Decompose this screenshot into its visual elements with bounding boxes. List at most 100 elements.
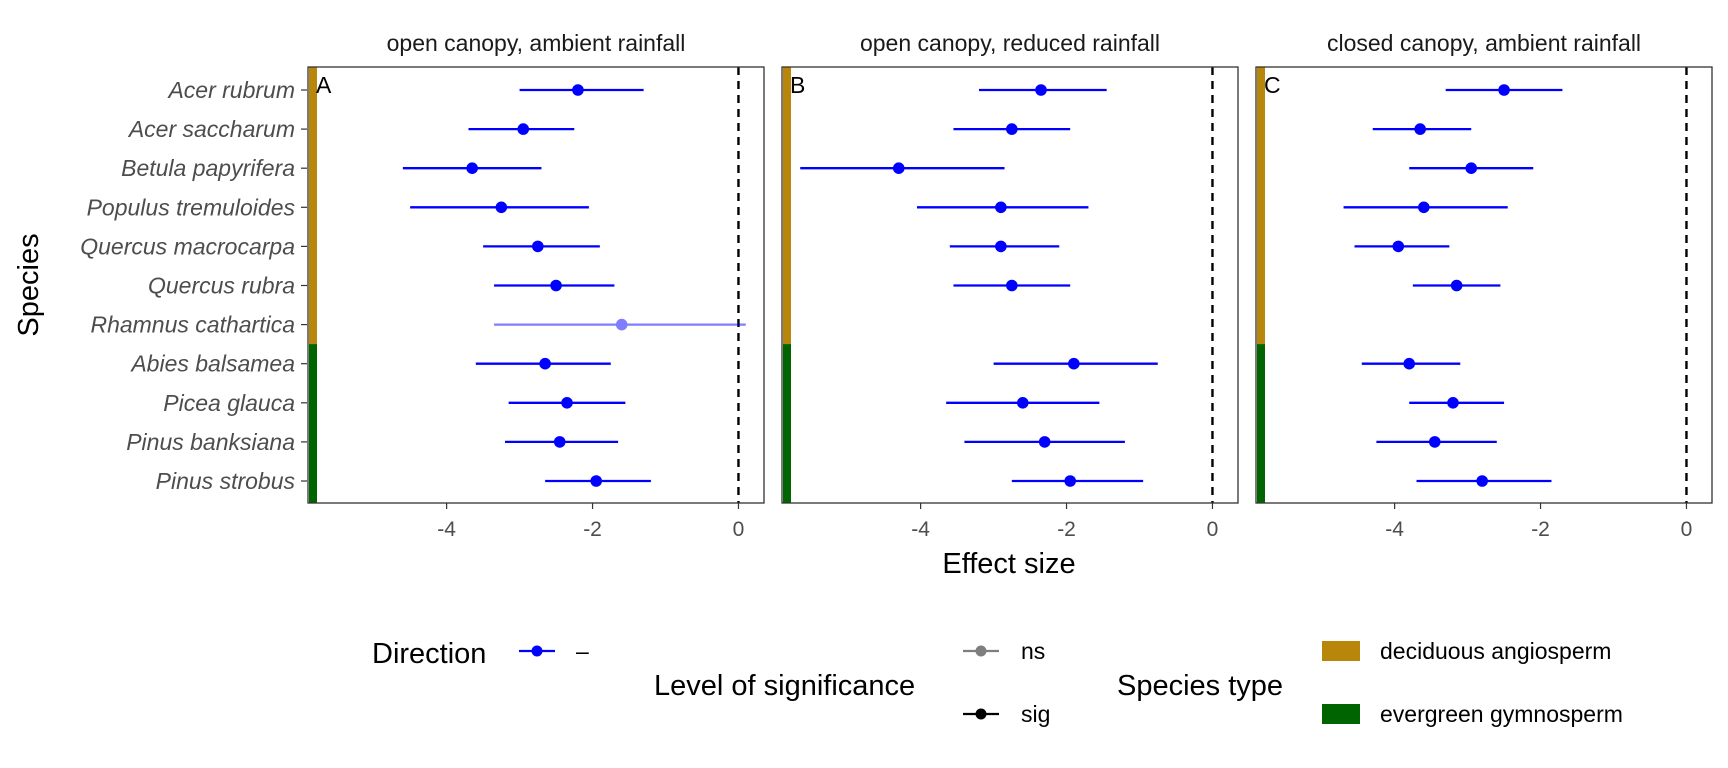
legend-label: sig xyxy=(1021,701,1050,727)
point-range-picea-glauca xyxy=(1409,397,1505,409)
species-type-band xyxy=(783,109,791,150)
species-type-band xyxy=(783,226,791,267)
x-tick-label: -4 xyxy=(437,518,456,541)
legend-key-swatch xyxy=(1322,641,1360,661)
legend-key-sig xyxy=(963,708,999,720)
point-range-acer-saccharum xyxy=(468,123,575,135)
point-estimate xyxy=(1428,436,1441,448)
species-type-band xyxy=(783,344,791,384)
point-estimate xyxy=(1006,123,1018,135)
point-estimate xyxy=(1465,162,1478,174)
species-label: Quercus rubra xyxy=(148,273,295,299)
species-type-band xyxy=(1257,383,1265,423)
panel-title: closed canopy, ambient rainfall xyxy=(1327,30,1641,56)
point-estimate xyxy=(532,240,544,253)
point-estimate xyxy=(561,397,573,409)
point-estimate xyxy=(550,279,562,292)
point-range-populus-tremuloides xyxy=(410,201,589,214)
point-range-abies-balsamea xyxy=(475,357,611,370)
x-tick-label: -2 xyxy=(1531,518,1550,541)
point-range-acer-rubrum xyxy=(1445,84,1563,96)
panel-title: open canopy, ambient rainfall xyxy=(387,30,686,56)
point-range-quercus-rubra xyxy=(1412,279,1501,292)
point-range-pinus-strobus xyxy=(1011,475,1144,487)
species-label: Betula papyrifera xyxy=(121,155,295,181)
species-type-band xyxy=(1257,305,1265,345)
point-estimate xyxy=(1418,201,1430,214)
legend-title: Direction xyxy=(372,638,486,670)
point-estimate xyxy=(495,201,508,214)
x-tick-label: -4 xyxy=(911,518,930,541)
species-type-band xyxy=(783,67,791,111)
x-axis-title: Effect size xyxy=(942,548,1075,580)
species-type-band xyxy=(309,305,317,345)
species-type-band xyxy=(783,422,791,462)
point-range-rhamnus-cathartica xyxy=(494,318,746,331)
species-type-band xyxy=(1257,265,1265,306)
point-estimate xyxy=(1068,357,1080,370)
legend-label: evergreen gymnosperm xyxy=(1380,701,1623,727)
point-estimate xyxy=(1392,240,1405,253)
legend-key-point xyxy=(531,645,543,657)
x-tick-label: 0 xyxy=(733,518,745,541)
point-range-quercus-macrocarpa xyxy=(1354,240,1450,253)
species-label: Acer rubrum xyxy=(166,77,295,103)
point-estimate xyxy=(1035,84,1047,96)
point-estimate xyxy=(1016,397,1029,409)
species-label: Rhamnus cathartica xyxy=(90,312,295,338)
species-type-band xyxy=(783,461,791,504)
point-range-acer-rubrum xyxy=(978,84,1107,96)
species-type-band xyxy=(309,461,317,504)
point-range-betula-papyrifera xyxy=(1409,162,1534,174)
point-estimate xyxy=(892,162,905,174)
point-estimate xyxy=(995,201,1007,214)
point-range-acer-rubrum xyxy=(519,84,644,96)
y-axis-title: Species xyxy=(13,233,45,336)
legend-label: deciduous angiosperm xyxy=(1380,638,1611,664)
panel-b: open canopy, reduced rainfall B -4 -2 0 xyxy=(781,30,1239,541)
species-type-band xyxy=(309,187,317,228)
point-range-betula-papyrifera xyxy=(402,162,542,174)
point-range-pinus-strobus xyxy=(1416,475,1552,487)
species-type-band xyxy=(309,109,317,150)
legend-key-swatch xyxy=(1322,704,1360,724)
point-range-populus-tremuloides xyxy=(1343,201,1508,214)
species-label: Acer saccharum xyxy=(127,116,295,142)
legend-title: Level of significance xyxy=(654,670,915,702)
legend-species-type: Species type deciduous angiosperm evergree… xyxy=(1117,638,1623,727)
point-range-quercus-macrocarpa xyxy=(949,240,1060,253)
species-type-band xyxy=(309,226,317,267)
panel-border xyxy=(307,66,765,504)
point-estimate xyxy=(1498,84,1510,96)
point-estimate xyxy=(1006,279,1018,292)
x-tick-label: -4 xyxy=(1385,518,1404,541)
species-label: Abies balsamea xyxy=(129,351,295,377)
x-tick-label: -2 xyxy=(583,518,602,541)
point-estimate xyxy=(517,123,530,135)
point-estimate xyxy=(1403,357,1416,370)
legend-direction: Direction – xyxy=(372,638,589,670)
x-tick-label: -2 xyxy=(1057,518,1076,541)
species-type-band xyxy=(1257,344,1265,384)
panel-border xyxy=(1255,66,1713,504)
species-type-band xyxy=(783,148,791,189)
species-type-band xyxy=(309,344,317,384)
legend-title: Species type xyxy=(1117,670,1283,702)
point-range-picea-glauca xyxy=(946,397,1100,409)
point-range-abies-balsamea xyxy=(993,357,1158,370)
species-type-band xyxy=(309,148,317,189)
panel-border xyxy=(781,66,1239,504)
species-type-band xyxy=(1257,461,1265,504)
point-range-populus-tremuloides xyxy=(916,201,1089,214)
species-type-band xyxy=(1257,67,1265,111)
point-estimate xyxy=(1450,279,1463,292)
legend-key-ns xyxy=(963,645,999,657)
point-estimate xyxy=(995,240,1007,253)
species-type-band xyxy=(309,67,317,111)
point-range-abies-balsamea xyxy=(1361,357,1461,370)
point-estimate xyxy=(1447,397,1459,409)
point-range-betula-papyrifera xyxy=(800,162,1005,174)
species-type-band xyxy=(309,383,317,423)
